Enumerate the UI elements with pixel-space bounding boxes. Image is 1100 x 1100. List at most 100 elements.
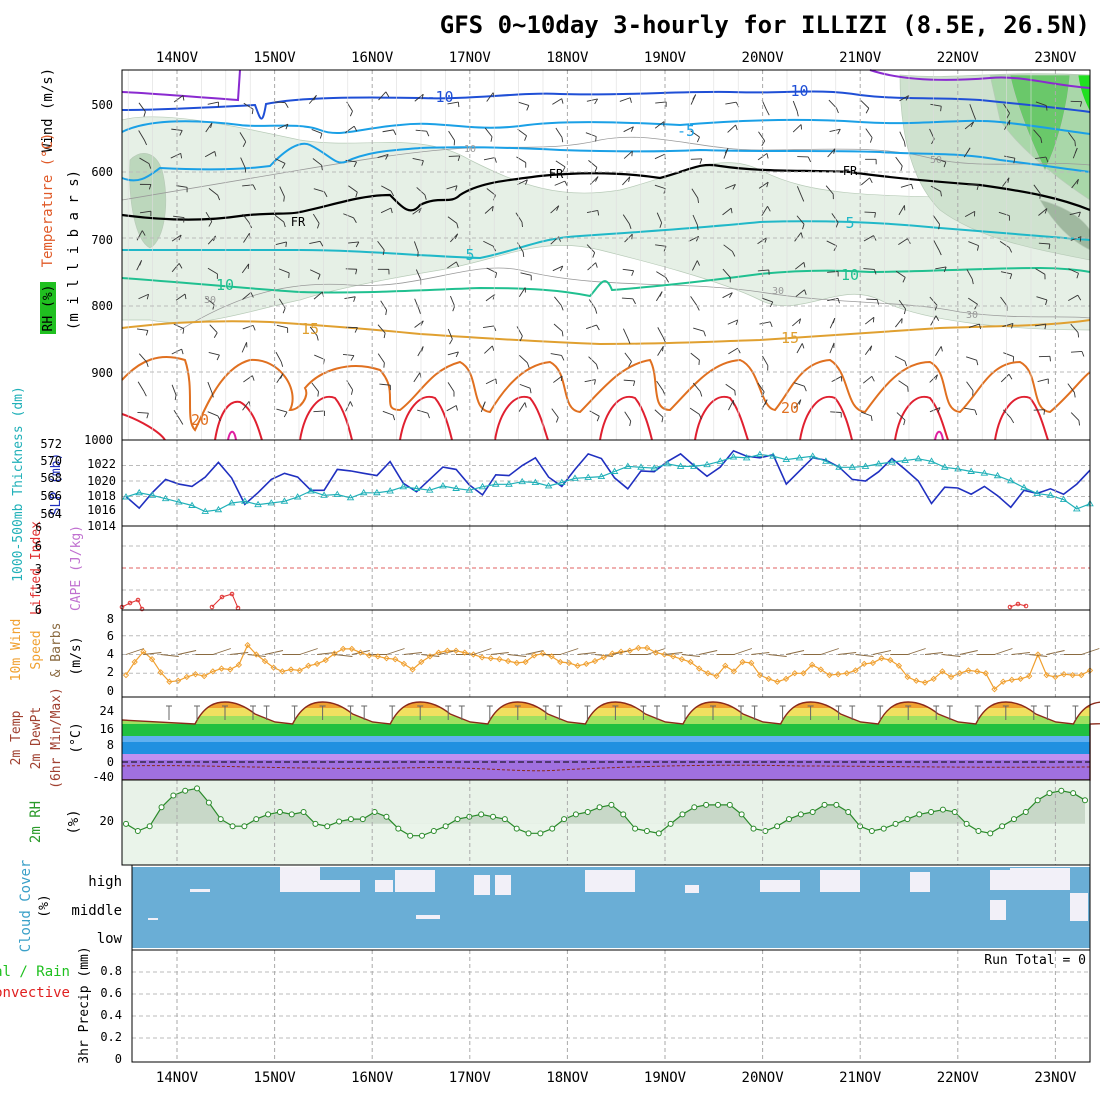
surface-barb — [768, 654, 787, 657]
thickness-point — [690, 462, 698, 469]
wind-barb — [240, 157, 246, 168]
wind-barb — [1035, 101, 1047, 106]
wind-barb — [622, 214, 630, 225]
day-label-top: 21NOV — [839, 50, 882, 66]
wind-barb-flag — [250, 292, 254, 298]
wind-barb-flag — [1008, 120, 1011, 126]
wind-barb-flag — [349, 401, 353, 407]
wind-barb-flag — [217, 415, 221, 422]
wind-barb-flag — [182, 328, 185, 334]
wind-speed-point — [261, 657, 269, 665]
li-tick-3a: 3 — [35, 562, 42, 576]
thickness-point — [320, 491, 328, 498]
isotherm-minus15 — [121, 69, 1091, 102]
wind-barb-flag — [247, 263, 250, 269]
wind-barb-flag — [703, 331, 706, 337]
wind-barb — [137, 381, 145, 392]
wind-barb — [655, 244, 667, 247]
wind-barb-flag — [559, 265, 564, 272]
wind-barb-flag — [798, 399, 802, 405]
rh-point — [572, 811, 579, 818]
wind-barb — [554, 180, 566, 186]
wind-barb-flag — [870, 415, 873, 421]
wind-speed-point — [591, 657, 599, 665]
wind-barb — [691, 188, 699, 199]
thickness-point — [188, 501, 196, 508]
wind-barb — [381, 185, 392, 192]
wind-barb-flag — [1045, 299, 1048, 306]
thickness-point — [333, 490, 342, 497]
temp-band-5 — [122, 742, 1090, 754]
surface-barb — [160, 654, 179, 657]
wind-barb — [552, 98, 562, 105]
wind-barb — [171, 384, 177, 396]
li-tick-top: 6 — [35, 521, 42, 534]
wind-barb-flag — [355, 269, 358, 275]
slp-tick-1020: 1020 — [87, 474, 116, 488]
wind-barb-flag — [869, 137, 873, 143]
cloud-panel — [132, 867, 1090, 948]
wind-speed-point — [157, 669, 164, 676]
wind-barb — [865, 128, 873, 138]
wind-barb-flag — [766, 109, 770, 116]
wind-barb — [207, 235, 216, 245]
wind-barb-flag — [735, 319, 739, 326]
temp-line — [121, 701, 1100, 781]
label-rh30-b: 30 — [772, 286, 784, 297]
wind-speed-point — [609, 650, 616, 657]
ylabel-total-rain: Total / Rain — [0, 964, 70, 980]
wind-speed-point — [287, 666, 295, 673]
thickness-point — [1033, 489, 1041, 497]
wind-barb — [758, 181, 769, 189]
wind10m-panel — [122, 635, 1100, 693]
wind-barb — [693, 327, 704, 332]
wind-speed-point — [183, 673, 190, 681]
wind-speed-point — [574, 662, 581, 669]
rh-point — [1058, 787, 1065, 794]
wind-barb — [242, 184, 254, 187]
wind-barb — [377, 240, 385, 251]
day-label-top: 15NOV — [254, 50, 297, 66]
rh-point — [371, 809, 378, 816]
wind-speed-point — [635, 644, 642, 652]
wind-barb-flag — [976, 184, 979, 190]
wind-barb — [515, 212, 523, 223]
wind-barb — [551, 408, 559, 418]
wind-barb — [312, 213, 320, 224]
wind-speed-point — [930, 675, 937, 683]
wind-barb-flag — [971, 278, 974, 285]
thickness-point — [227, 499, 236, 506]
surface-barb — [508, 654, 527, 657]
day-label-bottom: 19NOV — [644, 1070, 687, 1086]
thickness-point — [637, 463, 645, 470]
wind-barb — [829, 342, 835, 354]
cloud-gap-11 — [910, 872, 930, 892]
surface-barb — [924, 652, 944, 655]
wind-barb-flag — [594, 167, 598, 173]
ylabel-6hr-minmax: (6hr Min/Max) — [49, 687, 64, 789]
wind-barb — [725, 101, 737, 105]
wind-barb-flag — [283, 221, 286, 228]
wind-speed-point — [669, 653, 677, 660]
rh-point — [714, 801, 721, 808]
thickness-point — [729, 453, 738, 460]
wind-speed-point — [166, 678, 173, 685]
ylabel-rh: RH (%) — [41, 285, 56, 332]
wind-speed-point — [1052, 673, 1059, 681]
ylabel-rh-unit: (%) — [66, 809, 82, 834]
ylabel-wind: Wind (m/s) — [40, 68, 56, 152]
wind-barb-flag — [943, 266, 947, 273]
thickness-point — [373, 488, 381, 496]
thickness-line — [125, 453, 1091, 513]
thickness-point — [597, 472, 606, 480]
wind-barb-flag — [316, 223, 320, 229]
thickness-point — [1020, 483, 1028, 491]
wind-barb-flag — [665, 277, 670, 283]
wind-barb — [866, 298, 878, 301]
rh-point — [513, 825, 520, 832]
wind-speed-point — [374, 653, 381, 660]
wind-barb-flag — [900, 165, 903, 172]
wind-barb — [690, 352, 700, 361]
wind-barb — [827, 148, 836, 158]
